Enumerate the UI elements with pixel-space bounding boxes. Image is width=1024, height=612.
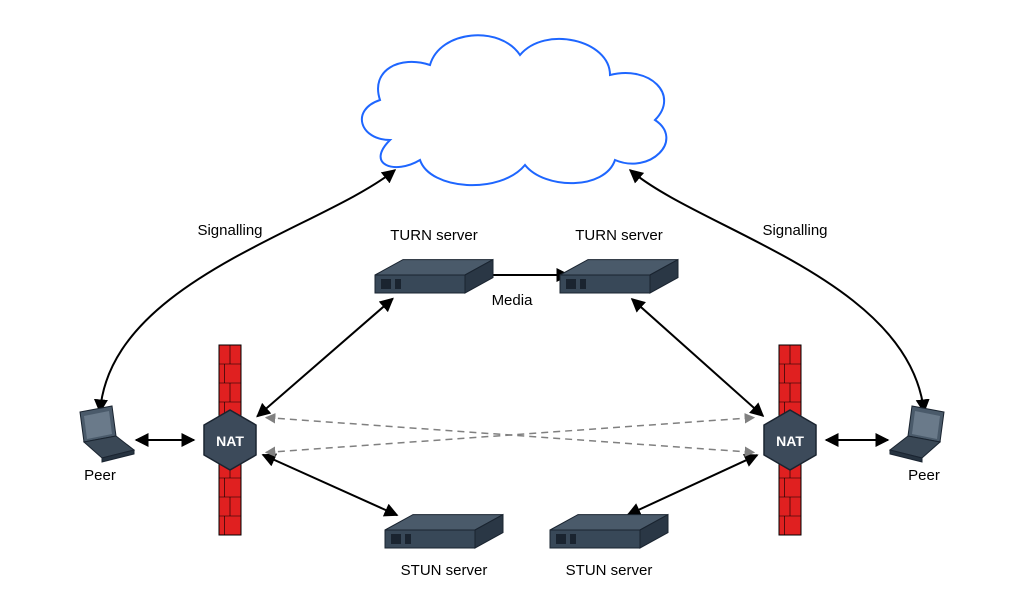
edge-nat_left-turn_left-2 <box>257 299 393 417</box>
server-label: TURN server <box>390 227 478 244</box>
label-signalling_right: Signalling <box>762 222 827 239</box>
laptop-peer_left: Peer <box>80 406 134 484</box>
curve-sig_right <box>630 170 924 412</box>
peer-label: Peer <box>84 467 116 484</box>
server-turn_right: TURN server <box>560 227 678 293</box>
curve-sig_left <box>100 170 395 412</box>
server-label: TURN server <box>575 227 663 244</box>
nat-nat_right: NAT <box>764 345 816 535</box>
edge-nat_right-stun_right-5 <box>628 455 758 515</box>
edge-nat_right-turn_right-3 <box>632 299 763 416</box>
nat-label: NAT <box>216 433 244 449</box>
nat-nat_left: NAT <box>204 345 256 535</box>
label-signalling_left: Signalling <box>197 222 262 239</box>
nat-label: NAT <box>776 433 804 449</box>
network-diagram: TURN server TURN server STUN server STUN se… <box>0 0 1024 612</box>
server-stun_left: STUN server <box>385 515 503 579</box>
server-label: STUN server <box>401 562 488 579</box>
cloud-icon <box>362 35 666 185</box>
server-turn_left: TURN server <box>375 227 493 293</box>
peer-label: Peer <box>908 467 940 484</box>
server-stun_right: STUN server <box>550 515 668 579</box>
label-media: Media <box>492 292 534 309</box>
server-label: STUN server <box>566 562 653 579</box>
laptop-peer_right: Peer <box>890 406 944 484</box>
edge-nat_left-stun_left-4 <box>263 455 397 515</box>
